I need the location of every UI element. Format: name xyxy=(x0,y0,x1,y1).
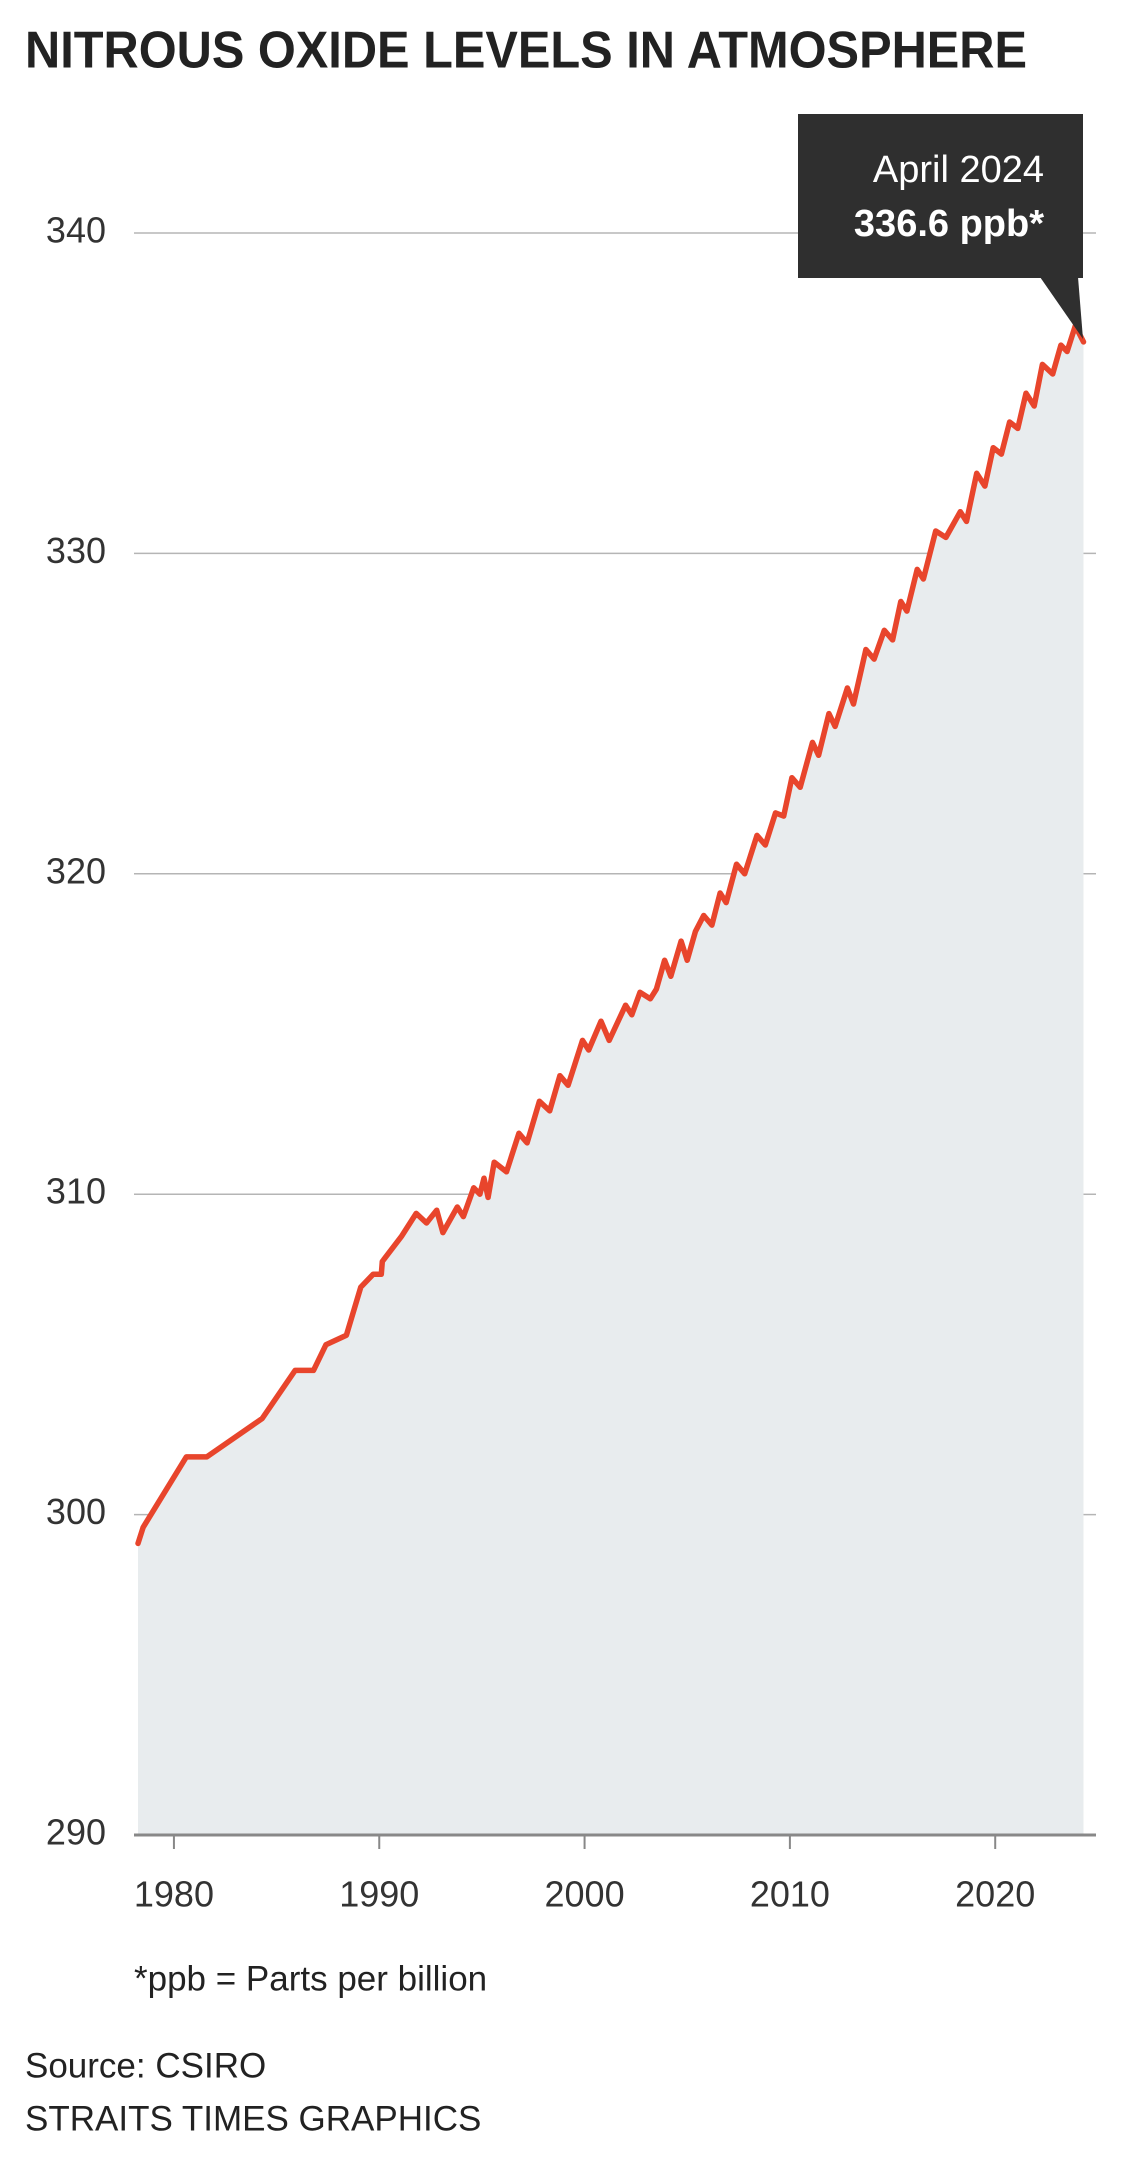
area xyxy=(138,325,1084,1834)
y-tick-label: 310 xyxy=(46,1171,106,1212)
y-tick-label: 300 xyxy=(46,1491,106,1532)
line xyxy=(135,323,1087,1547)
chart-title: NITROUS OXIDE LEVELS IN ATMOSPHERE xyxy=(25,22,1027,80)
y-tick-label: 330 xyxy=(46,530,106,571)
annotation: April 2024 336.6 ppb* xyxy=(798,114,1083,339)
credit: STRAITS TIMES GRAPHICS xyxy=(25,2099,481,2138)
y-tick-label: 340 xyxy=(46,210,106,251)
x-tick-label: 1990 xyxy=(339,1874,419,1915)
y-tick-label: 320 xyxy=(46,850,106,891)
plot-area: 290 300 310 320 330 340 1980 1990 2000 2010 2020 xyxy=(46,210,1096,1915)
annotation-pointer xyxy=(1040,277,1083,339)
x-tick-label: 2010 xyxy=(750,1874,830,1915)
y-tick-label: 290 xyxy=(46,1812,106,1853)
footnote: *ppb = Parts per billion xyxy=(134,1959,487,1998)
annotation-box xyxy=(798,114,1083,278)
x-tick-label: 1980 xyxy=(134,1874,214,1915)
x-tick-label: 2000 xyxy=(545,1874,625,1915)
annotation-label: April 2024 xyxy=(873,149,1044,191)
source: Source: CSIRO xyxy=(25,2046,266,2085)
x-tick-label: 2020 xyxy=(955,1874,1035,1915)
annotation-value: 336.6 ppb* xyxy=(854,203,1044,245)
